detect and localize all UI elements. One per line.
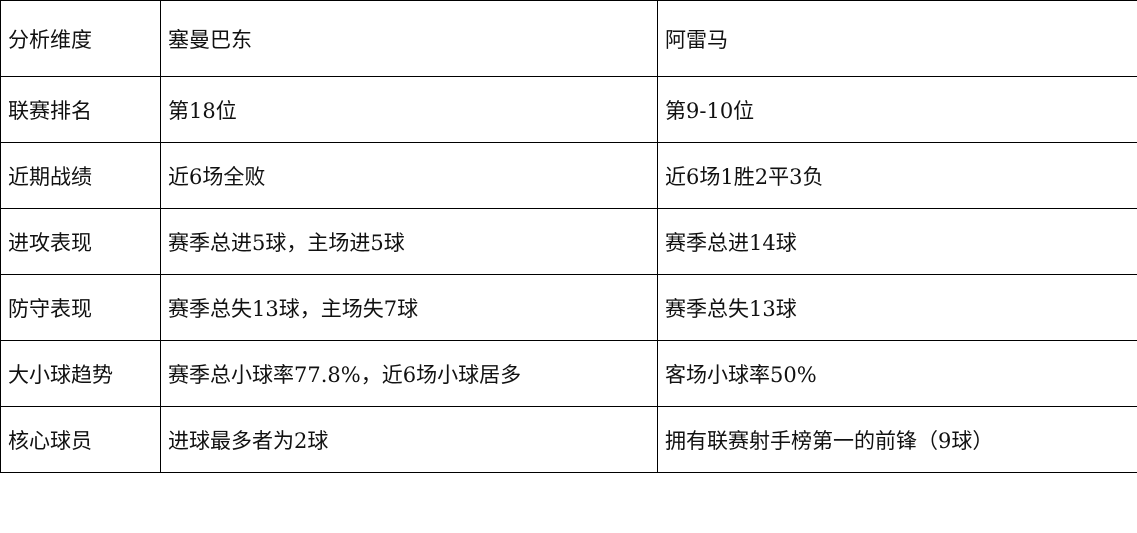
table-row: 联赛排名 第18位 第9-10位	[0, 76, 1137, 143]
header-cell: 阿雷马	[657, 0, 1137, 77]
row-label-cell: 近期战绩	[0, 142, 161, 209]
header-cell: 分析维度	[0, 0, 161, 77]
row-label-cell: 进攻表现	[0, 208, 161, 275]
table-row: 近期战绩 近6场全败 近6场1胜2平3负	[0, 142, 1137, 209]
table-row: 大小球趋势 赛季总小球率77.8%，近6场小球居多 客场小球率50%	[0, 340, 1137, 407]
table-cell: 近6场1胜2平3负	[657, 142, 1137, 209]
header-cell: 塞曼巴东	[160, 0, 658, 77]
row-label-cell: 大小球趋势	[0, 340, 161, 407]
table-cell: 第18位	[160, 76, 658, 143]
table-row: 进攻表现 赛季总进5球，主场进5球 赛季总进14球	[0, 208, 1137, 275]
table-cell: 赛季总失13球	[657, 274, 1137, 341]
table-cell: 拥有联赛射手榜第一的前锋（9球）	[657, 406, 1137, 473]
table-cell: 赛季总失13球，主场失7球	[160, 274, 658, 341]
table-cell: 近6场全败	[160, 142, 658, 209]
table-cell: 赛季总进14球	[657, 208, 1137, 275]
table-header-row: 分析维度 塞曼巴东 阿雷马	[0, 0, 1137, 77]
table-row: 核心球员 进球最多者为2球 拥有联赛射手榜第一的前锋（9球）	[0, 406, 1137, 473]
table-row: 防守表现 赛季总失13球，主场失7球 赛季总失13球	[0, 274, 1137, 341]
row-label-cell: 核心球员	[0, 406, 161, 473]
table-cell: 第9-10位	[657, 76, 1137, 143]
table-cell: 客场小球率50%	[657, 340, 1137, 407]
table-cell: 赛季总小球率77.8%，近6场小球居多	[160, 340, 658, 407]
comparison-table: 分析维度 塞曼巴东 阿雷马 联赛排名 第18位 第9-10位 近期战绩 近6场全败 近6场…	[0, 0, 1137, 473]
row-label-cell: 联赛排名	[0, 76, 161, 143]
table-cell: 赛季总进5球，主场进5球	[160, 208, 658, 275]
table-cell: 进球最多者为2球	[160, 406, 658, 473]
row-label-cell: 防守表现	[0, 274, 161, 341]
